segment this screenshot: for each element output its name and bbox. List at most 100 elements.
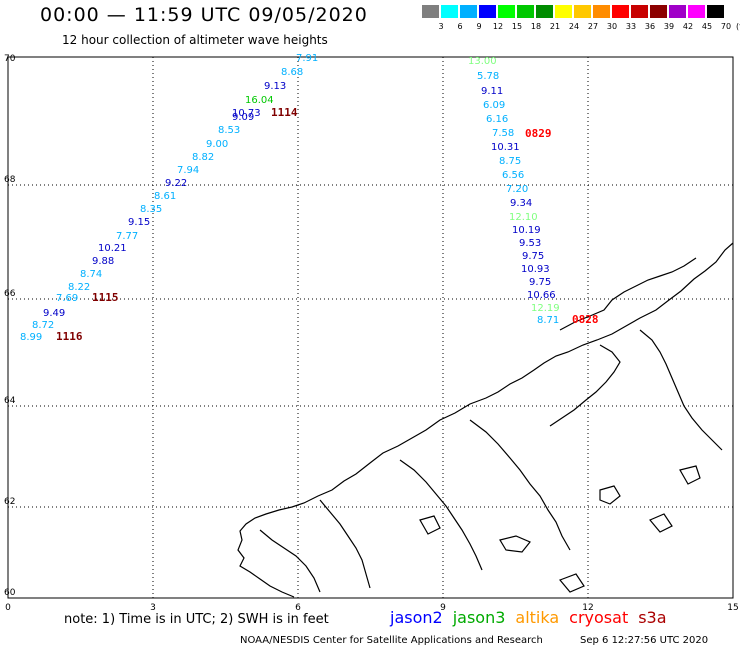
colorbar-label: 33 [625,22,637,31]
coastline-island-3 [679,465,701,485]
wave-height-label: 12.10 [509,212,538,223]
wave-height-label: 9.49 [43,308,65,319]
wave-height-label: 10.31 [491,142,520,153]
wave-height-label: 9.22 [165,178,187,189]
wave-height-label: 9.09 [232,112,254,123]
wave-height-label: 8.75 [499,156,521,167]
colorbar-label: 9 [476,22,482,31]
colorbar-swatch [536,5,553,18]
legend-satellite-altika: altika [515,608,560,627]
lon-tick-label: 6 [295,603,301,613]
wave-height-label: 8.35 [140,204,162,215]
wave-height-label: 9.00 [206,139,228,150]
colorbar-label: 12 [492,22,504,31]
colorbar-label: 70 [720,22,732,31]
lat-tick-label: 68 [4,175,16,185]
coastline-island-5 [558,573,585,593]
pass-number-label: 1115 [92,291,119,304]
footer-note: note: 1) Time is in UTC; 2) SWH is in fe… [64,612,329,627]
colorbar-label: 45 [701,22,713,31]
lat-tick-label: 70 [4,54,16,64]
colorbar-swatch [688,5,705,18]
wave-height-label: 9.34 [510,198,532,209]
colorbar-swatch [498,5,515,18]
colorbar-swatch [707,5,724,18]
colorbar-label: 24 [568,22,580,31]
pass-number-label: 1116 [56,330,83,343]
colorbar-label: 15 [511,22,523,31]
footer-timestamp: Sep 6 12:27:56 UTC 2020 [580,635,709,646]
colorbar-swatch [555,5,572,18]
coastline-fjord-4 [469,419,571,551]
pass-labels: 1114 1115 1116 0829 0828 [56,106,599,343]
wave-height-label: 6.56 [502,170,524,181]
colorbar-unit-label: (ft) [735,22,740,31]
legend-satellite-jason3: jason3 [452,608,506,627]
map-title: 00:00 — 11:59 UTC 09/05/2020 [40,4,368,26]
colorbar-swatch [650,5,667,18]
wave-height-label: 8.72 [32,320,54,331]
coastline-fjord-1 [559,257,697,331]
colorbar-swatch [669,5,686,18]
wave-height-label: 7.94 [177,165,199,176]
lat-tick-label: 60 [4,588,16,598]
legend-satellite-cryosat: cryosat [569,608,629,627]
wave-height-label: 8.22 [68,282,90,293]
east-altimeter-track: 13.00 5.78 9.11 6.09 6.16 7.58 10.31 8.75 6.56 7.… [468,56,560,326]
wave-height-label: 13.00 [468,56,497,67]
wave-height-label: 16.04 [245,95,274,106]
pass-number-label: 1114 [271,106,298,119]
footer-credit: NOAA/NESDIS Center for Satellite Applica… [240,635,543,646]
colorbar-label: 27 [587,22,599,31]
lat-tick-label: 66 [4,289,16,299]
map-subtitle: 12 hour collection of altimeter wave hei… [62,33,328,47]
wave-height-label: 8.74 [80,269,102,280]
wave-height-label: 7.58 [492,128,514,139]
gridlines: 0 3 6 9 12 15 70 68 66 64 62 60 [4,54,739,613]
lon-tick-label: 0 [5,603,11,613]
wave-height-label: 8.53 [218,125,240,136]
coastline [237,242,734,598]
wave-height-label: 5.78 [477,71,499,82]
wave-height-label: 7.69 [56,293,78,304]
colorbar-swatch [460,5,477,18]
colorbar-label: 36 [644,22,656,31]
wave-height-label: 7.20 [506,184,528,195]
colorbar-label: 39 [663,22,675,31]
wave-height-label: 10.93 [521,264,550,275]
wave-height-label: 9.13 [264,81,286,92]
coastline-mainland [237,242,734,598]
wave-height-label: 8.71 [537,315,559,326]
coastline-fjord-3 [639,329,723,451]
colorbar-swatch [612,5,629,18]
lon-tick-label: 9 [440,603,446,613]
wave-height-label: 9.11 [481,86,503,97]
colorbar-swatch [593,5,610,18]
wave-height-label: 6.16 [486,114,508,125]
legend-satellite-jason2: jason2 [390,608,443,627]
wave-height-label: 8.61 [154,191,176,202]
colorbar-label: 42 [682,22,694,31]
satellite-legend: jason2 jason3 altika cryosat s3a [390,608,677,627]
wave-height-label: 8.99 [20,332,42,343]
coastline-fjord-6 [319,499,371,589]
legend-satellite-s3a: s3a [638,608,667,627]
wave-height-label: 8.82 [192,152,214,163]
pass-number-label: 0828 [572,313,599,326]
wave-height-label: 10.66 [527,290,556,301]
lat-tick-label: 64 [4,396,16,406]
colorbar-label: 18 [530,22,542,31]
west-altimeter-track: 7.91 8.68 9.13 16.04 10.739.09 8.53 9.00 8.82 7.… [20,53,318,343]
lon-tick-label: 3 [150,603,156,613]
pass-number-label: 0829 [525,127,552,140]
coastline-fjord-7 [259,529,321,593]
colorbar-label: 3 [438,22,444,31]
coastline-island-6 [649,513,673,533]
wave-height-label: 10.73 [232,108,261,119]
colorbar-swatch [479,5,496,18]
wave-height-label: 9.88 [92,256,114,267]
coastline-fjord-5 [399,459,483,571]
wave-height-label: 9.75 [522,251,544,262]
colorbar-swatch [631,5,648,18]
